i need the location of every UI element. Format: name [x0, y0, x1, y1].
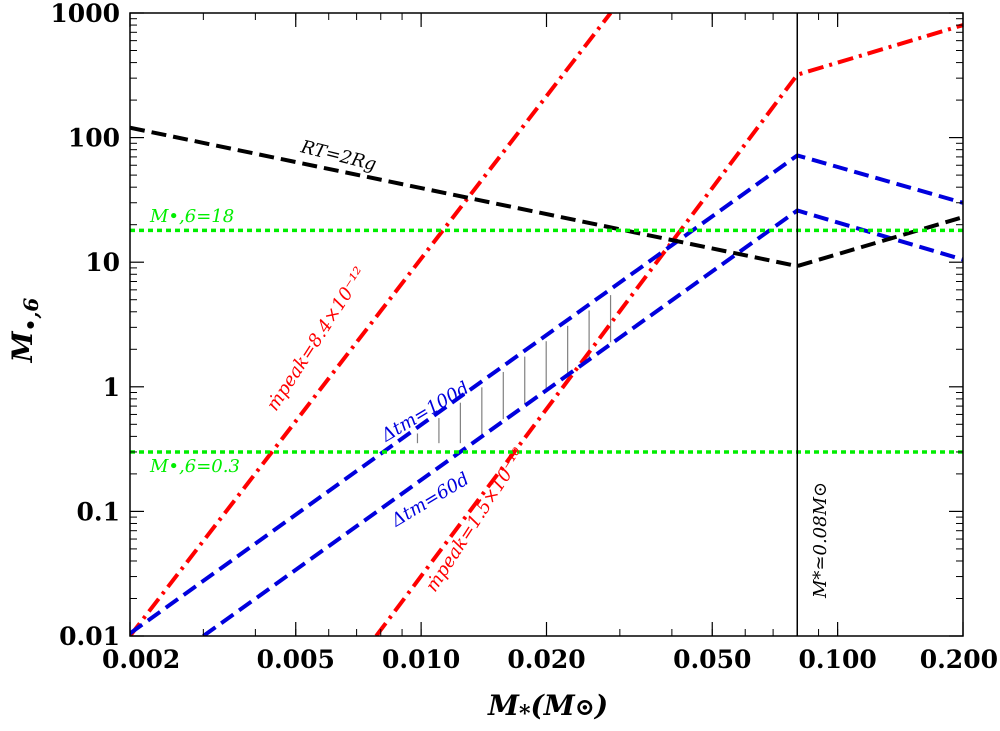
series-line-0	[130, 13, 613, 636]
x-tick-label: 0.010	[382, 645, 460, 674]
annotation-m6-18: M•,6=18	[149, 206, 234, 227]
y-tick-label: 1000	[50, 0, 120, 28]
annotation-dt-100d: Δtm=100d	[377, 378, 473, 447]
series-line-2	[130, 153, 963, 636]
x-tick-label: 0.100	[798, 645, 876, 674]
series-line-3	[202, 208, 963, 636]
y-tick-label: 1	[103, 373, 120, 402]
y-tick-label: 0.01	[59, 622, 120, 651]
series-layer	[130, 13, 963, 636]
annotation-m6-03: M•,6=0.3	[149, 456, 240, 477]
annotation-dt-60d: Δtm=60d	[387, 469, 473, 532]
tick-layer: 0.01 0.1 1 10 100 1000 0.002 0.005 0.010 0.020 0.0…	[50, 0, 998, 674]
x-tick-label: 0.005	[257, 645, 335, 674]
annotation-mstar-008: M*≃0.08M⊙	[810, 482, 831, 599]
annotation-mdot-peak-1: ṁpeak=8.4×10⁻¹²	[263, 264, 371, 415]
series-line-4	[130, 125, 963, 269]
x-tick-label: 0.002	[102, 645, 180, 674]
y-tick-label: 10	[85, 248, 120, 277]
x-tick-label: 0.200	[920, 645, 998, 674]
y-tick-label: 0.1	[77, 497, 121, 526]
series-line-1	[374, 23, 963, 636]
y-axis-label: M•,6	[6, 298, 43, 364]
x-tick-label: 0.050	[673, 645, 751, 674]
y-tick-label: 100	[68, 124, 120, 153]
x-tick-label: 0.020	[507, 645, 585, 674]
x-axis-label: M*(M⊙)	[487, 689, 608, 727]
